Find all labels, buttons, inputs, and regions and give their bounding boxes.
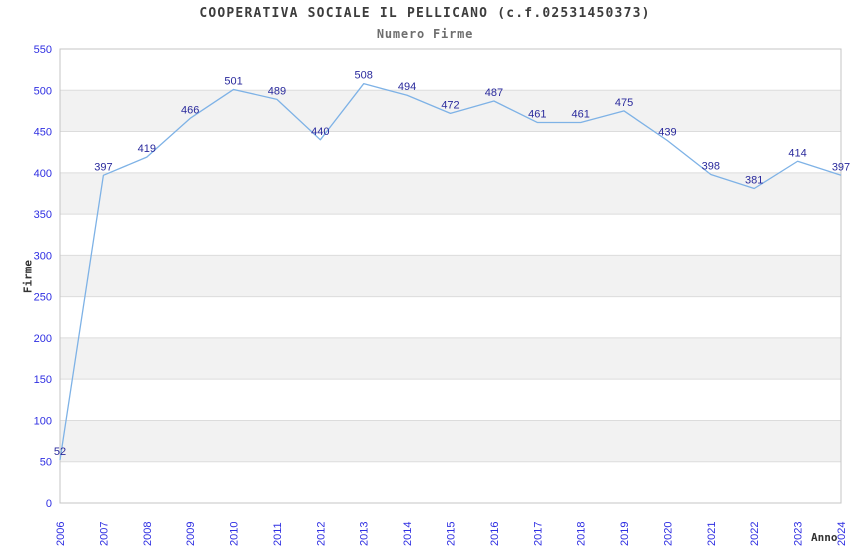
data-point-label: 52 bbox=[54, 446, 66, 458]
data-line bbox=[59, 83, 842, 461]
data-point-label: 461 bbox=[571, 108, 589, 120]
y-tick-label: 0 bbox=[46, 498, 52, 510]
y-tick-label: 550 bbox=[34, 44, 52, 56]
data-point-label: 414 bbox=[788, 147, 806, 159]
x-tick-label: 2010 bbox=[229, 522, 241, 546]
y-tick-label: 50 bbox=[40, 457, 52, 469]
grid-band bbox=[60, 172, 841, 215]
x-tick-label: 2007 bbox=[98, 522, 110, 546]
x-tick-label: 2016 bbox=[489, 522, 501, 546]
data-point-label: 508 bbox=[355, 70, 373, 82]
grid-band bbox=[60, 90, 841, 132]
grid-band bbox=[60, 255, 841, 297]
data-point-label: 397 bbox=[94, 161, 112, 173]
x-tick-label: 2014 bbox=[402, 522, 414, 546]
y-tick-label: 150 bbox=[34, 374, 52, 386]
data-point-label: 461 bbox=[528, 108, 546, 120]
grid-band bbox=[60, 420, 841, 462]
x-tick-label: 2008 bbox=[142, 522, 154, 546]
x-tick-label: 2020 bbox=[662, 522, 674, 546]
data-point-label: 439 bbox=[658, 127, 676, 139]
x-tick-label: 2023 bbox=[793, 522, 805, 546]
y-tick-label: 300 bbox=[34, 250, 52, 262]
data-point-label: 501 bbox=[224, 75, 242, 87]
data-point-label: 398 bbox=[702, 160, 720, 172]
data-point-label: 440 bbox=[311, 126, 329, 138]
x-tick-label: 2006 bbox=[55, 522, 67, 546]
x-tick-label: 2013 bbox=[359, 522, 371, 546]
data-point-label: 381 bbox=[745, 175, 763, 187]
data-point-label: 397 bbox=[832, 161, 850, 173]
x-tick-label: 2009 bbox=[185, 522, 197, 546]
data-point-label: 475 bbox=[615, 97, 633, 109]
data-point-label: 494 bbox=[398, 81, 416, 93]
x-tick-label: 2022 bbox=[749, 522, 761, 546]
x-tick-label: 2012 bbox=[315, 522, 327, 546]
x-tick-label: 2021 bbox=[706, 522, 718, 546]
x-tick-label: 2011 bbox=[272, 522, 284, 546]
y-tick-label: 400 bbox=[34, 168, 52, 180]
y-tick-label: 500 bbox=[34, 85, 52, 97]
y-tick-label: 350 bbox=[34, 209, 52, 221]
y-tick-label: 450 bbox=[34, 127, 52, 139]
x-tick-label: 2018 bbox=[576, 522, 588, 546]
y-tick-label: 100 bbox=[34, 415, 52, 427]
x-axis-title: Anno bbox=[811, 531, 838, 544]
y-tick-label: 250 bbox=[34, 292, 52, 304]
y-tick-label: 200 bbox=[34, 333, 52, 345]
chart-subtitle: Numero Firme bbox=[376, 27, 474, 41]
data-point-label: 419 bbox=[138, 143, 156, 155]
data-point-label: 472 bbox=[441, 99, 459, 111]
data-point-label: 487 bbox=[485, 87, 503, 99]
x-tick-label: 2015 bbox=[446, 522, 458, 546]
grid-band bbox=[60, 337, 841, 380]
x-tick-label: 2019 bbox=[619, 522, 631, 546]
x-tick-label: 2017 bbox=[532, 522, 544, 546]
data-point-label: 489 bbox=[268, 85, 286, 97]
plot-border bbox=[59, 48, 842, 504]
data-point-label: 466 bbox=[181, 104, 199, 116]
chart-title: COOPERATIVA SOCIALE IL PELLICANO (c.f.02… bbox=[199, 6, 651, 21]
x-tick-label: 2024 bbox=[836, 522, 848, 546]
